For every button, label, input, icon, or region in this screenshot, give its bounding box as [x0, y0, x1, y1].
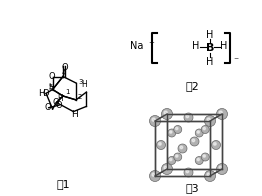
- Text: +: +: [148, 40, 154, 46]
- Circle shape: [214, 142, 216, 145]
- Circle shape: [205, 171, 216, 181]
- Circle shape: [168, 156, 176, 164]
- Circle shape: [184, 168, 193, 177]
- Circle shape: [205, 115, 216, 126]
- Text: H: H: [81, 80, 87, 89]
- Circle shape: [195, 129, 203, 137]
- Text: H: H: [48, 83, 54, 92]
- Text: 图3: 图3: [185, 183, 199, 193]
- Circle shape: [164, 111, 167, 114]
- Text: 5: 5: [48, 83, 53, 90]
- Circle shape: [150, 115, 161, 126]
- Circle shape: [219, 166, 222, 169]
- Text: O: O: [62, 63, 68, 72]
- Text: ⁻: ⁻: [233, 56, 238, 66]
- Text: 图2: 图2: [185, 81, 199, 91]
- Circle shape: [184, 113, 193, 122]
- Circle shape: [174, 153, 182, 161]
- Circle shape: [203, 127, 205, 130]
- Circle shape: [201, 153, 209, 161]
- Circle shape: [186, 170, 189, 173]
- Circle shape: [174, 125, 182, 133]
- Text: O: O: [53, 98, 59, 107]
- Circle shape: [170, 131, 172, 133]
- Circle shape: [207, 173, 210, 176]
- Text: H: H: [192, 41, 200, 51]
- Text: H: H: [38, 89, 45, 98]
- Circle shape: [203, 155, 205, 157]
- Circle shape: [152, 118, 155, 121]
- Circle shape: [219, 111, 222, 114]
- Text: H: H: [206, 30, 214, 40]
- Circle shape: [178, 144, 187, 153]
- Text: H: H: [206, 57, 214, 67]
- Text: Na: Na: [130, 41, 143, 51]
- Circle shape: [201, 125, 209, 133]
- Circle shape: [150, 171, 161, 181]
- Circle shape: [197, 158, 199, 161]
- Text: H: H: [71, 110, 78, 119]
- Text: 1: 1: [65, 89, 69, 95]
- Circle shape: [216, 109, 227, 120]
- Text: O: O: [42, 89, 49, 98]
- Text: O: O: [49, 72, 55, 81]
- Circle shape: [156, 141, 166, 150]
- Text: 图1: 图1: [56, 179, 70, 189]
- Circle shape: [195, 156, 203, 164]
- Circle shape: [192, 139, 195, 142]
- Text: 2: 2: [78, 94, 82, 100]
- Circle shape: [186, 115, 189, 118]
- Circle shape: [190, 137, 199, 146]
- Text: O: O: [45, 103, 51, 113]
- Circle shape: [176, 127, 178, 130]
- Text: H: H: [220, 41, 228, 51]
- Circle shape: [164, 166, 167, 169]
- Text: H: H: [57, 94, 63, 103]
- Circle shape: [170, 158, 172, 161]
- Circle shape: [207, 118, 210, 121]
- Text: 3: 3: [78, 79, 83, 85]
- Circle shape: [216, 163, 227, 174]
- Circle shape: [211, 141, 221, 150]
- Text: O: O: [55, 101, 62, 110]
- Circle shape: [168, 129, 176, 137]
- Circle shape: [180, 146, 183, 149]
- Circle shape: [161, 109, 172, 120]
- Text: B: B: [206, 43, 214, 53]
- Text: 4: 4: [62, 70, 66, 75]
- Circle shape: [197, 131, 199, 133]
- Circle shape: [161, 163, 172, 174]
- Circle shape: [159, 142, 161, 145]
- Circle shape: [176, 155, 178, 157]
- Circle shape: [152, 173, 155, 176]
